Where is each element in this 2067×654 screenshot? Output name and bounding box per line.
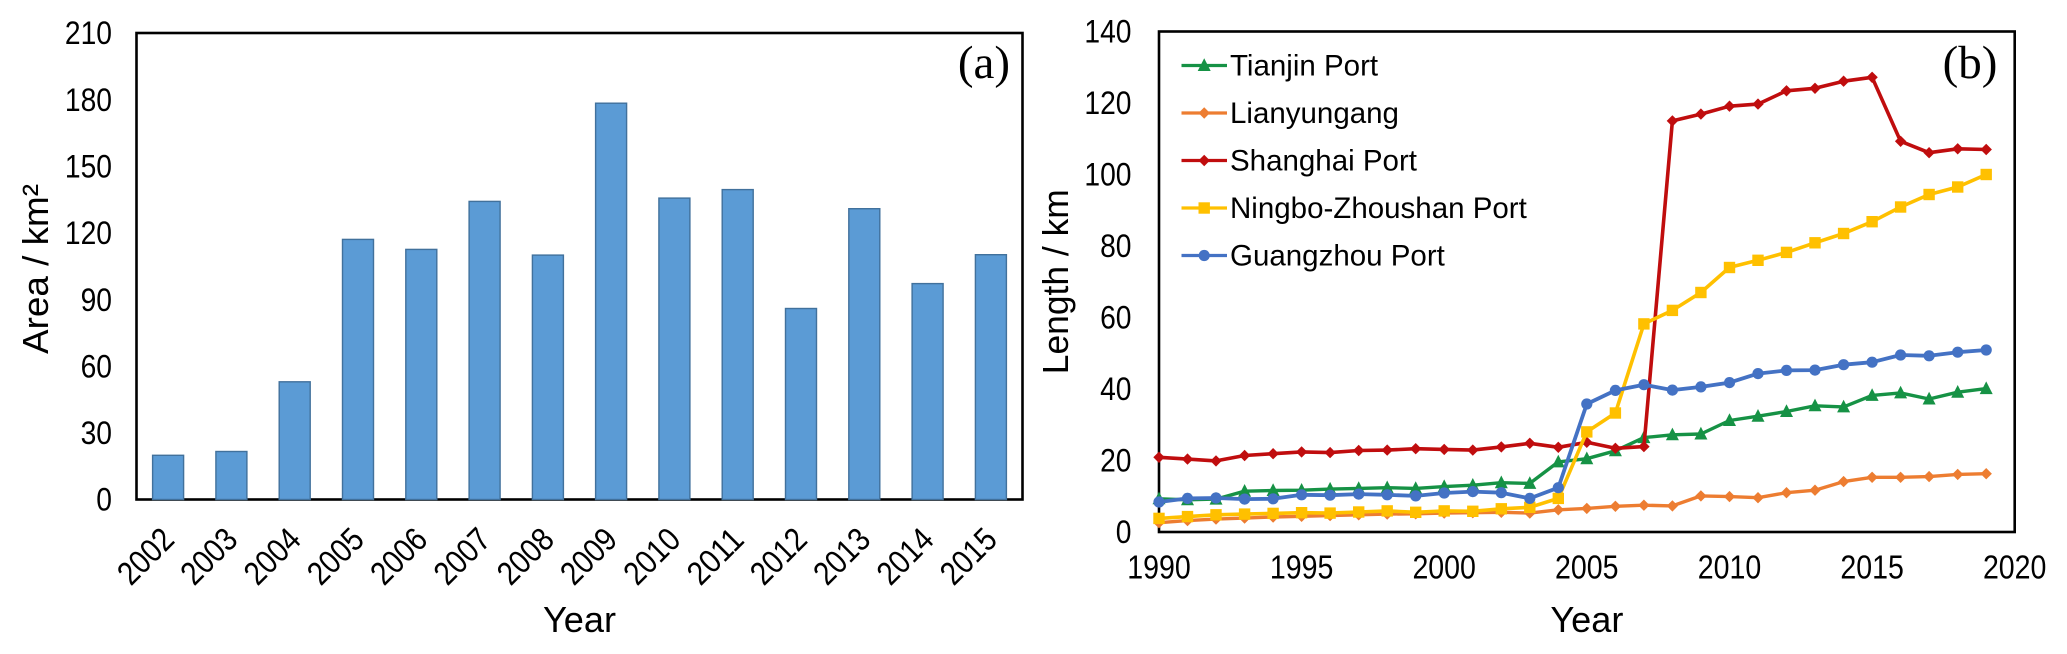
svg-text:2010: 2010 xyxy=(1698,549,1762,586)
svg-text:180: 180 xyxy=(65,82,112,118)
svg-text:Tianjin Port: Tianjin Port xyxy=(1230,50,1378,83)
svg-text:20: 20 xyxy=(1100,443,1131,479)
svg-text:0: 0 xyxy=(96,482,112,518)
svg-text:Year: Year xyxy=(543,599,616,640)
svg-text:1990: 1990 xyxy=(1127,549,1191,586)
svg-text:60: 60 xyxy=(81,348,112,384)
svg-text:90: 90 xyxy=(81,282,112,318)
svg-text:60: 60 xyxy=(1100,300,1131,336)
svg-text:140: 140 xyxy=(1084,14,1131,50)
svg-text:2020: 2020 xyxy=(1983,549,2047,586)
svg-text:40: 40 xyxy=(1100,371,1131,407)
svg-text:0: 0 xyxy=(1116,514,1132,550)
svg-text:Length / km: Length / km xyxy=(1035,189,1076,374)
svg-text:Area / km²: Area / km² xyxy=(15,184,56,354)
svg-text:Guangzhou Port: Guangzhou Port xyxy=(1230,240,1445,273)
svg-text:120: 120 xyxy=(65,215,112,251)
svg-text:1995: 1995 xyxy=(1270,549,1334,586)
svg-text:150: 150 xyxy=(65,149,112,185)
svg-text:80: 80 xyxy=(1100,228,1131,264)
svg-text:2005: 2005 xyxy=(1555,549,1619,586)
svg-text:Shanghai Port: Shanghai Port xyxy=(1230,145,1417,178)
svg-text:100: 100 xyxy=(1084,157,1131,193)
svg-text:(a): (a) xyxy=(958,37,1010,89)
svg-text:2015: 2015 xyxy=(1840,549,1904,586)
svg-text:210: 210 xyxy=(65,15,112,51)
svg-text:Year: Year xyxy=(1550,599,1623,640)
svg-text:Lianyungang: Lianyungang xyxy=(1230,97,1399,130)
svg-text:2000: 2000 xyxy=(1412,549,1476,586)
svg-text:Ningbo-Zhoushan Port: Ningbo-Zhoushan Port xyxy=(1230,192,1527,225)
svg-text:(b): (b) xyxy=(1943,37,1998,89)
svg-text:120: 120 xyxy=(1084,85,1131,121)
svg-text:30: 30 xyxy=(81,415,112,451)
